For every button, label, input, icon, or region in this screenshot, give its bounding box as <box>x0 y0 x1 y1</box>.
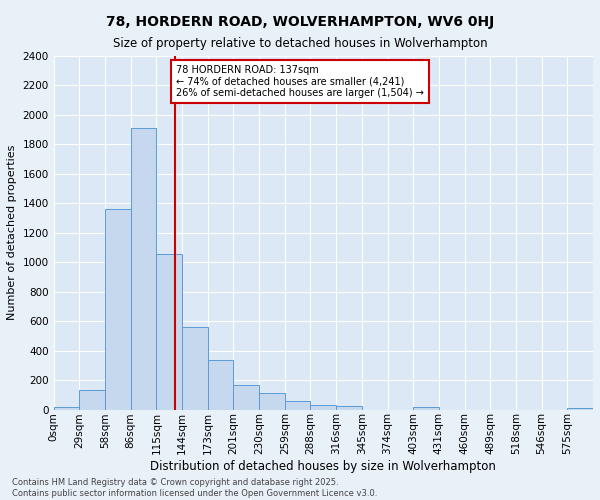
Bar <box>233 384 259 409</box>
Bar <box>53 408 79 410</box>
Bar <box>208 360 233 410</box>
Bar <box>285 401 310 409</box>
Bar <box>79 390 105 409</box>
Bar <box>182 327 208 409</box>
Y-axis label: Number of detached properties: Number of detached properties <box>7 145 17 320</box>
Bar <box>413 406 439 410</box>
X-axis label: Distribution of detached houses by size in Wolverhampton: Distribution of detached houses by size … <box>151 460 496 473</box>
Text: Size of property relative to detached houses in Wolverhampton: Size of property relative to detached ho… <box>113 38 487 51</box>
Bar <box>157 254 182 410</box>
Bar <box>310 405 336 409</box>
Bar <box>131 128 157 410</box>
Bar <box>568 408 593 410</box>
Bar <box>259 394 285 409</box>
Text: 78 HORDERN ROAD: 137sqm
← 74% of detached houses are smaller (4,241)
26% of semi: 78 HORDERN ROAD: 137sqm ← 74% of detache… <box>176 65 424 98</box>
Bar <box>105 209 131 410</box>
Text: Contains HM Land Registry data © Crown copyright and database right 2025.
Contai: Contains HM Land Registry data © Crown c… <box>12 478 377 498</box>
Bar <box>336 406 362 409</box>
Text: 78, HORDERN ROAD, WOLVERHAMPTON, WV6 0HJ: 78, HORDERN ROAD, WOLVERHAMPTON, WV6 0HJ <box>106 15 494 29</box>
